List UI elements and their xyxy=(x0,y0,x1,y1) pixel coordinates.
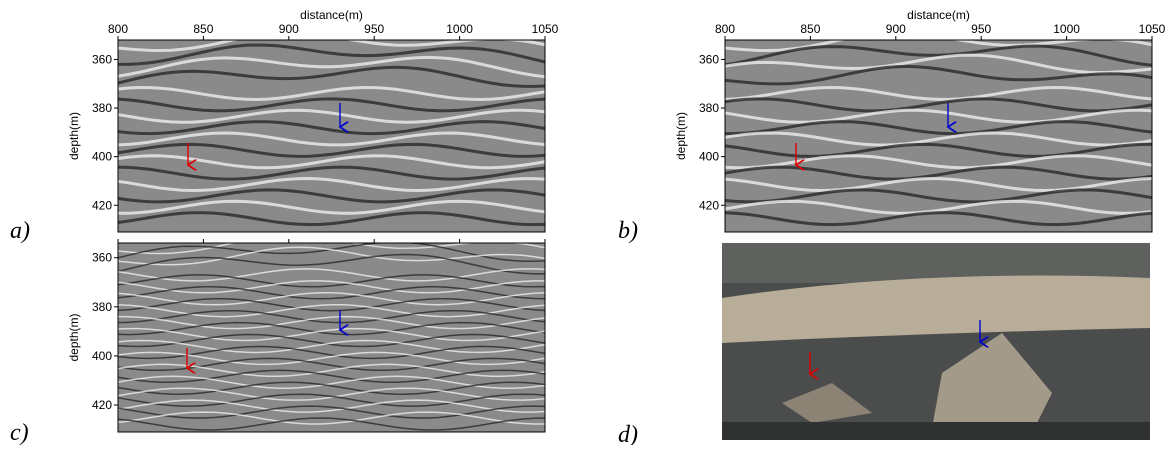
y-tick-label: 360 xyxy=(92,52,112,66)
x-tick-label: 800 xyxy=(108,22,128,36)
image xyxy=(725,33,1152,233)
y-tick-label: 400 xyxy=(92,150,112,164)
x-tick-label: 1000 xyxy=(1053,22,1080,36)
x-tick-label: 1000 xyxy=(446,22,473,36)
x-tick-label: 900 xyxy=(886,22,906,36)
y-axis-label: depth(m) xyxy=(674,112,688,160)
panel-label: b) xyxy=(618,218,638,244)
x-tick-label: 950 xyxy=(364,22,384,36)
image xyxy=(118,33,545,233)
y-tick-label: 400 xyxy=(699,150,719,164)
image xyxy=(118,236,545,433)
panel: d) xyxy=(618,243,1150,445)
photo-base xyxy=(722,422,1150,440)
panel-label: a) xyxy=(10,218,30,244)
y-tick-label: 380 xyxy=(92,101,112,115)
y-tick-label: 420 xyxy=(92,198,112,212)
y-tick-label: 420 xyxy=(92,398,112,412)
seismic-bg xyxy=(118,243,545,432)
panel: c) 360 380 400 420 depth(m) xyxy=(10,236,545,446)
y-tick-label: 380 xyxy=(92,300,112,314)
y-tick-label: 400 xyxy=(92,349,112,363)
x-tick-label: 900 xyxy=(279,22,299,36)
x-tick-label: 850 xyxy=(193,22,213,36)
y-tick-label: 360 xyxy=(92,251,112,265)
y-axis-label: depth(m) xyxy=(67,112,81,160)
x-axis-label: distance(m) xyxy=(907,8,970,22)
figure: a) 800 850 900 950 1000 1050 distance(m) 360 380 4… xyxy=(0,0,1170,445)
y-tick-label: 380 xyxy=(699,101,719,115)
y-tick-label: 360 xyxy=(699,52,719,66)
panel: a) 800 850 900 950 1000 1050 distance(m) 360 380 4… xyxy=(10,8,559,244)
x-tick-label: 950 xyxy=(971,22,991,36)
x-tick-label: 850 xyxy=(800,22,820,36)
panel-label: d) xyxy=(618,422,638,445)
x-tick-label: 800 xyxy=(715,22,735,36)
panel-label: c) xyxy=(10,420,29,445)
y-tick-label: 420 xyxy=(699,198,719,212)
x-tick-label: 1050 xyxy=(1139,22,1166,36)
image xyxy=(722,243,1150,440)
x-tick-label: 1050 xyxy=(532,22,559,36)
panel: b) 800 850 900 950 1000 1050 distance(m) 360 380 4… xyxy=(618,8,1166,244)
y-axis-label: depth(m) xyxy=(67,313,81,361)
x-axis-label: distance(m) xyxy=(300,8,363,22)
